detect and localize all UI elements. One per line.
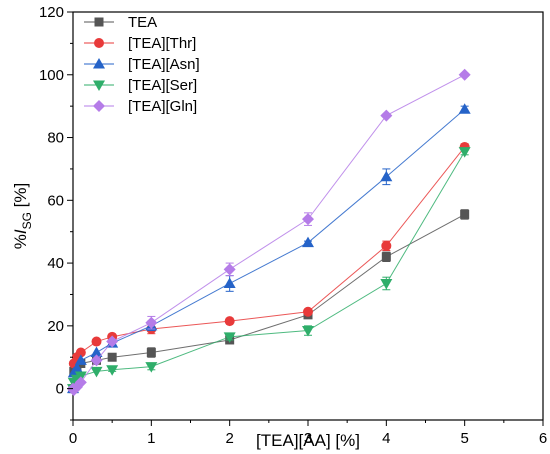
x-tick-label: 6 (539, 430, 547, 447)
marker-triangle-up (380, 170, 393, 182)
series-line (72, 108, 465, 389)
marker-triangle-down (93, 80, 105, 91)
legend-item-0: TEA (84, 14, 157, 31)
y-axis-title: %ISG [%] (11, 183, 34, 250)
marker-triangle-down (90, 366, 103, 378)
marker-circle (94, 38, 104, 48)
marker-square (146, 348, 156, 358)
y-tick-label: 80 (47, 130, 64, 147)
marker-triangle-down (458, 147, 471, 158)
series-1 (68, 141, 470, 394)
x-tick-label: 2 (225, 430, 233, 447)
marker-circle (224, 316, 235, 327)
x-tick-label: 3 (304, 430, 312, 447)
legend-item-1: [TEA][Thr] (84, 35, 196, 52)
marker-circle (303, 306, 313, 317)
y-tick-label: 0 (56, 381, 64, 398)
marker-circle (91, 336, 102, 347)
y-tick-label: 100 (39, 67, 64, 84)
marker-triangle-up (223, 277, 236, 288)
marker-triangle-down (302, 326, 314, 337)
marker-triangle-up (74, 354, 87, 365)
x-tick-label: 0 (69, 430, 77, 447)
series-line (72, 151, 466, 389)
marker-triangle-down (223, 332, 236, 343)
marker-diamond (106, 335, 119, 348)
x-tick-label: 4 (382, 430, 390, 447)
marker-square (107, 352, 117, 362)
legend-label: TEA (128, 14, 157, 31)
marker-circle (75, 347, 86, 358)
marker-triangle-up (302, 236, 314, 248)
marker-diamond (380, 109, 393, 122)
y-axis-title-subscript: SG (20, 212, 34, 229)
marker-triangle-up (93, 58, 105, 69)
marker-circle (381, 240, 392, 251)
series-line (72, 213, 465, 389)
marker-diamond (93, 100, 105, 112)
y-axis-title-suffix: [%] (11, 183, 30, 212)
series-line (72, 146, 466, 389)
marker-square (460, 209, 470, 219)
legend-label: [TEA][Thr] (128, 35, 196, 52)
y-tick-label: 20 (47, 318, 64, 335)
marker-diamond (145, 316, 158, 329)
y-axis-title-symbol: I (11, 229, 30, 234)
marker-diamond (74, 376, 87, 389)
x-tick-label: 1 (147, 430, 155, 447)
marker-square (94, 17, 104, 27)
y-tick-label: 120 (39, 4, 64, 21)
legend-label: [TEA][Asn] (128, 56, 200, 73)
legend-label: [TEA][Gln] (128, 98, 197, 115)
marker-triangle-down (145, 362, 158, 373)
series-2 (67, 103, 471, 394)
x-axis-title: [TEA][AA] [%] (256, 431, 360, 450)
series-layer (67, 68, 471, 397)
marker-diamond (302, 213, 314, 226)
legend-label: [TEA][Ser] (128, 77, 197, 94)
series-4 (67, 68, 471, 397)
x-tick-label: 5 (460, 430, 468, 447)
marker-triangle-up (90, 346, 103, 358)
legend-item-4: [TEA][Gln] (84, 98, 197, 115)
series-line (72, 74, 465, 392)
marker-diamond (223, 263, 236, 276)
marker-triangle-down (380, 278, 393, 290)
series-3 (67, 147, 471, 395)
series-0 (68, 209, 470, 394)
marker-triangle-up (70, 362, 83, 373)
marker-triangle-down (106, 365, 119, 376)
y-tick-label: 60 (47, 192, 64, 209)
marker-diamond (90, 354, 103, 367)
marker-triangle-up (458, 103, 471, 114)
marker-square (381, 252, 391, 262)
legend-item-2: [TEA][Asn] (84, 56, 200, 73)
marker-diamond (458, 68, 471, 81)
y-tick-label: 40 (47, 255, 64, 272)
legend: TEA [TEA][Thr] [TEA][Asn] [TEA][Ser] [TEA][G… (84, 14, 200, 115)
legend-item-3: [TEA][Ser] (84, 77, 197, 94)
y-axis-title-prefix: % (11, 234, 30, 249)
